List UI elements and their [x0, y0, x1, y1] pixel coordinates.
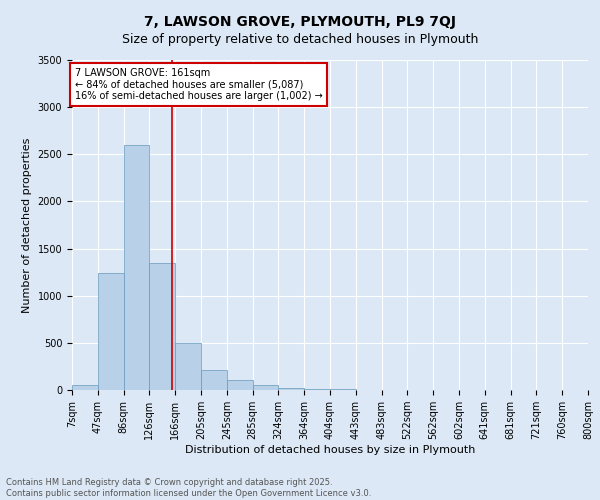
Bar [253, 385, 278, 390]
Bar [278, 388, 304, 390]
Text: 7 LAWSON GROVE: 161sqm
← 84% of detached houses are smaller (5,087)
16% of semi-: 7 LAWSON GROVE: 161sqm ← 84% of detached… [74, 68, 322, 102]
Bar [149, 262, 175, 390]
Bar [304, 389, 330, 390]
Bar [330, 389, 356, 390]
Bar [124, 145, 149, 390]
Text: Size of property relative to detached houses in Plymouth: Size of property relative to detached ho… [122, 32, 478, 46]
X-axis label: Distribution of detached houses by size in Plymouth: Distribution of detached houses by size … [185, 445, 475, 455]
Text: 7, LAWSON GROVE, PLYMOUTH, PL9 7QJ: 7, LAWSON GROVE, PLYMOUTH, PL9 7QJ [144, 15, 456, 29]
Bar [227, 380, 253, 390]
Y-axis label: Number of detached properties: Number of detached properties [22, 138, 32, 312]
Bar [72, 385, 98, 390]
Text: Contains HM Land Registry data © Crown copyright and database right 2025.
Contai: Contains HM Land Registry data © Crown c… [6, 478, 371, 498]
Bar [201, 370, 227, 390]
Bar [175, 343, 201, 390]
Bar [98, 273, 124, 390]
